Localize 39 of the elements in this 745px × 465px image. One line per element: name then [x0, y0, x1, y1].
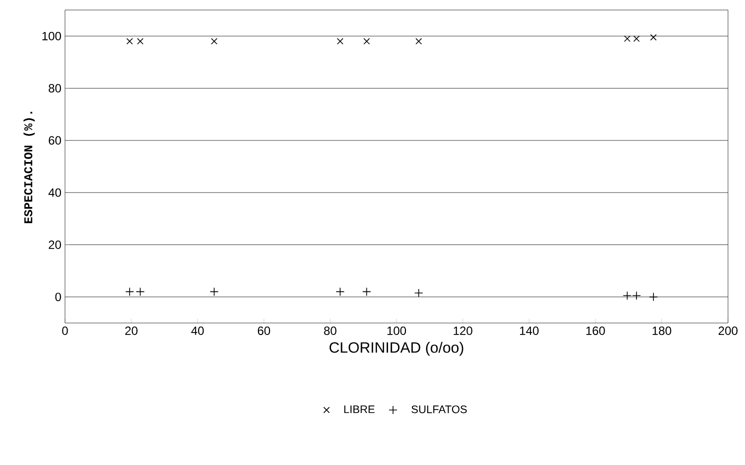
point	[414, 288, 424, 298]
point	[363, 38, 370, 45]
y-tick-label: 60	[48, 136, 62, 145]
legend-label: LIBRE	[344, 406, 375, 414]
x-tick-label: 0	[62, 326, 68, 335]
x-tick-label: 40	[191, 326, 204, 335]
point	[137, 38, 144, 45]
x-tick-label: 20	[125, 326, 138, 335]
x-axis-title: CLORINIDAD (o/oo)	[330, 342, 464, 356]
point	[632, 291, 641, 300]
point	[362, 287, 372, 296]
point	[336, 287, 345, 296]
x-tick-label: 200	[718, 326, 738, 335]
y-tick-label: 80	[48, 84, 62, 92]
y-axis-title: ESPECIACION (%).	[24, 112, 35, 224]
y-tick-label: 0	[55, 292, 62, 302]
point	[624, 35, 630, 42]
point	[633, 35, 640, 42]
point	[126, 38, 133, 45]
point	[136, 287, 145, 296]
point	[125, 287, 134, 296]
x-tick-label: 180	[652, 326, 672, 335]
point	[415, 38, 422, 45]
x-tick-label: 160	[586, 326, 605, 335]
point	[210, 38, 218, 45]
y-tick-label: 40	[48, 188, 62, 197]
x-tick-label: 80	[324, 326, 336, 335]
point	[650, 34, 657, 41]
point	[622, 291, 632, 300]
y-tick-label: 100	[42, 32, 62, 40]
x-tick-label: 120	[454, 326, 472, 335]
x-tick-label: 60	[258, 326, 270, 335]
point	[649, 292, 658, 302]
legend-label: SULFATOS	[412, 405, 467, 414]
x-tick-label: 100	[387, 326, 406, 335]
point	[210, 287, 219, 296]
y-tick-label: 20	[48, 240, 62, 249]
point	[336, 38, 344, 45]
x-tick-label: 140	[520, 326, 539, 335]
